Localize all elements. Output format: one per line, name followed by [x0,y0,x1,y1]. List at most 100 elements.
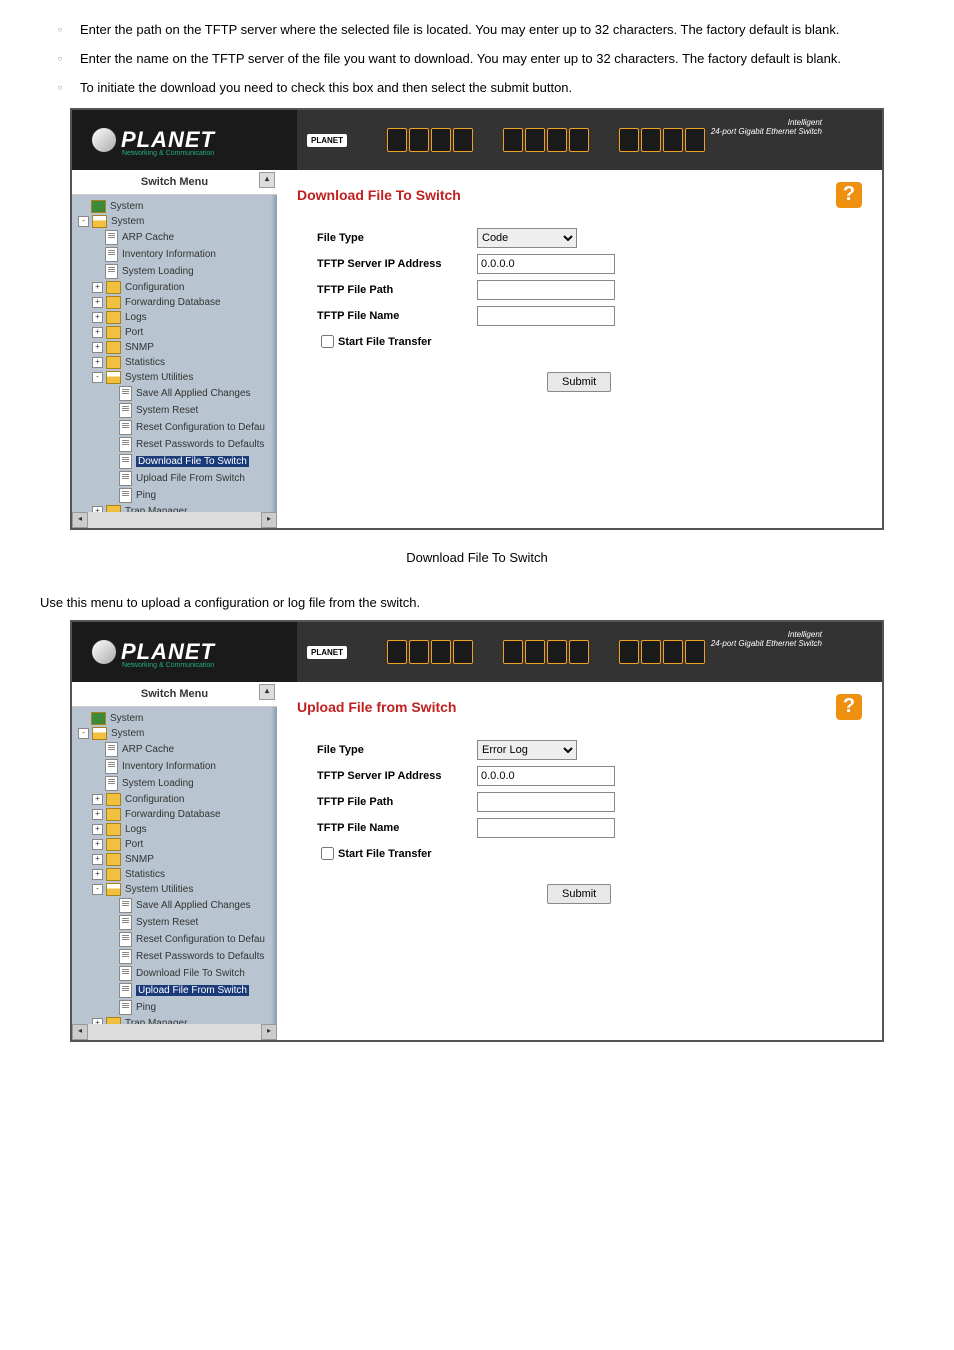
tree-item[interactable]: System Reset [78,914,277,931]
path-input[interactable] [477,792,615,812]
document-icon [119,915,132,930]
tree-item[interactable]: +Configuration [78,280,277,295]
tree-item[interactable]: Save All Applied Changes [78,897,277,914]
path-label: TFTP File Path [317,796,477,808]
tree-expand[interactable]: + [92,854,103,865]
tree-expand[interactable]: + [92,327,103,338]
tree-expand[interactable]: + [92,809,103,820]
name-input[interactable] [477,818,615,838]
tree-item[interactable]: +Statistics [78,867,277,882]
switch-port-icon [453,128,473,152]
tree-expand[interactable]: + [92,342,103,353]
tree-item[interactable]: +Forwarding Database [78,807,277,822]
tree-item[interactable]: +Logs [78,822,277,837]
path-input[interactable] [477,280,615,300]
tree-expand[interactable]: + [92,297,103,308]
folder-icon [106,868,121,881]
help-icon[interactable]: ? [836,694,862,720]
scroll-right-icon[interactable]: ▸ [261,1024,277,1040]
scrollbar[interactable]: ◂▸ [72,512,277,528]
tree-item[interactable]: Reset Passwords to Defaults [78,436,277,453]
tree-item[interactable]: System Loading [78,775,277,792]
scrollbar[interactable]: ◂▸ [72,1024,277,1040]
scroll-left-icon[interactable]: ◂ [72,1024,88,1040]
tree-label: Inventory Information [122,249,216,260]
tree-expand[interactable]: - [92,884,103,895]
document-icon [119,949,132,964]
tree-item[interactable]: System [78,711,277,726]
file-type-select[interactable]: Code [477,228,577,248]
scroll-left-icon[interactable]: ◂ [72,512,88,528]
scroll-right-icon[interactable]: ▸ [261,512,277,528]
menu-header: Switch Menu▴ [72,682,277,707]
tree-expand[interactable]: + [92,282,103,293]
tree-item[interactable]: Inventory Information [78,246,277,263]
menu-header: Switch Menu▴ [72,170,277,195]
tree-item[interactable]: +Port [78,837,277,852]
figure-caption: Download File To Switch [40,550,914,565]
tree-item[interactable]: -System [78,726,277,741]
folder-icon [106,281,121,294]
start-transfer-checkbox[interactable] [321,847,334,860]
tree-label: System Utilities [125,884,193,895]
tree-expand[interactable]: - [78,728,89,739]
scroll-up-icon[interactable]: ▴ [259,172,275,188]
tree-item[interactable]: System Reset [78,402,277,419]
tree-item[interactable]: +Logs [78,310,277,325]
folder-icon [106,296,121,309]
tree-item[interactable]: Ping [78,487,277,504]
tree-item[interactable]: -System Utilities [78,370,277,385]
tree-item[interactable]: +SNMP [78,340,277,355]
tree-item[interactable]: System Loading [78,263,277,280]
switch-port-icon [525,128,545,152]
document-icon [105,776,118,791]
file-type-select[interactable]: Error Log [477,740,577,760]
tree-item[interactable]: Download File To Switch [78,965,277,982]
logo: PLANETNetworking & Communication [72,639,297,665]
tree-expand[interactable]: + [92,839,103,850]
tree-expand[interactable]: - [78,216,89,227]
switch-port-icon [503,128,523,152]
tree-item[interactable]: +Configuration [78,792,277,807]
ip-input[interactable] [477,254,615,274]
tree-label: ARP Cache [122,232,174,243]
tree-expand[interactable]: + [92,312,103,323]
tree-expand[interactable]: - [92,372,103,383]
bullet-text: Enter the path on the TFTP server where … [80,20,914,41]
tree-item[interactable]: Reset Configuration to Defau [78,931,277,948]
tree-item[interactable]: Reset Configuration to Defau [78,419,277,436]
tree-item[interactable]: ARP Cache [78,229,277,246]
tree-item[interactable]: - System Utilities [78,882,277,897]
start-transfer-checkbox[interactable] [321,335,334,348]
tree-item[interactable]: Save All Applied Changes [78,385,277,402]
document-icon [105,230,118,245]
scroll-up-icon[interactable]: ▴ [259,684,275,700]
tree-item[interactable]: Ping [78,999,277,1016]
submit-button[interactable]: Submit [547,884,611,904]
tree-item[interactable]: +Port [78,325,277,340]
submit-button[interactable]: Submit [547,372,611,392]
ip-input[interactable] [477,766,615,786]
tree-item[interactable]: ARP Cache [78,741,277,758]
tree-item[interactable]: System [78,199,277,214]
tree-item[interactable]: Upload File From Switch [78,982,277,999]
tree-item[interactable]: +SNMP [78,852,277,867]
switch-port-icon [641,128,661,152]
document-icon [105,742,118,757]
tree-item[interactable]: Upload File From Switch [78,470,277,487]
tree-item[interactable]: Reset Passwords to Defaults [78,948,277,965]
logo-subtitle: Networking & Communication [122,150,214,157]
tree-item[interactable]: +Statistics [78,355,277,370]
tree-item[interactable]: Inventory Information [78,758,277,775]
tree-item[interactable]: +Forwarding Database [78,295,277,310]
tree-item[interactable]: -System [78,214,277,229]
tree-expand[interactable]: + [92,824,103,835]
name-input[interactable] [477,306,615,326]
tree-expand[interactable]: + [92,794,103,805]
switch-port-icon [409,128,429,152]
tree-expand[interactable]: + [92,869,103,880]
help-icon[interactable]: ? [836,182,862,208]
bullet-marker: ○ [40,78,80,99]
tree-expand[interactable]: + [92,357,103,368]
tree-item[interactable]: Download File To Switch [78,453,277,470]
